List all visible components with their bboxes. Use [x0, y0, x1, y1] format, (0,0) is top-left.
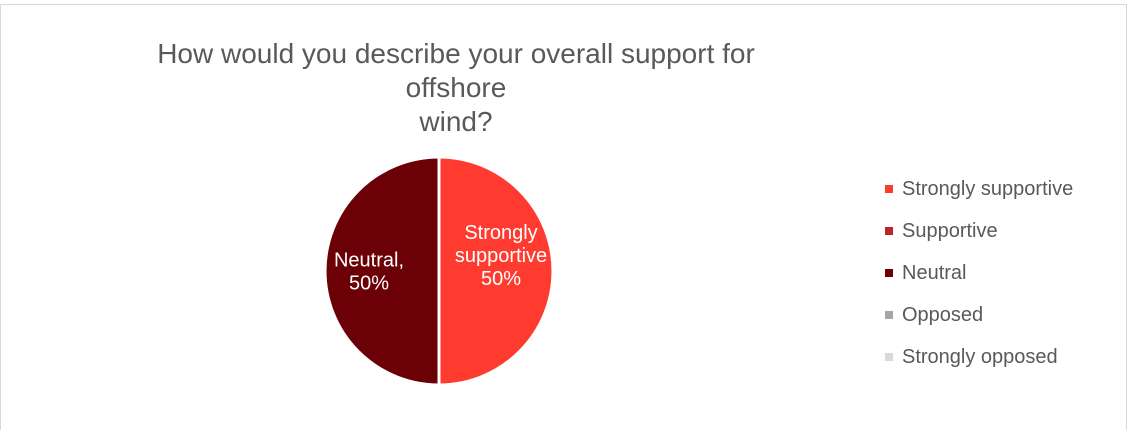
chart-title-line-2: wind?: [419, 106, 493, 137]
legend-label: Neutral: [902, 262, 967, 284]
chart-area: How would you describe your overall supp…: [0, 4, 1127, 430]
legend-label: Strongly opposed: [902, 346, 1058, 368]
data-label-line: Neutral,: [334, 250, 404, 272]
legend-swatch: [885, 227, 893, 235]
legend-swatch: [885, 269, 893, 277]
pie-slices: [323, 155, 555, 387]
data-label-line: supportive: [455, 245, 547, 267]
pie-slice-neutral: [323, 155, 441, 387]
chart-title: How would you describe your overall supp…: [111, 37, 801, 139]
pie-slice-strongly-supportive: [437, 155, 555, 387]
legend-label: Opposed: [902, 304, 984, 326]
legend-label: Strongly supportive: [902, 178, 1074, 200]
legend-label: Supportive: [902, 220, 998, 242]
data-label-neutral: Neutral, 50%: [334, 250, 404, 295]
chart-title-line-1: How would you describe your overall supp…: [157, 38, 755, 103]
pie-chart: Strongly supportive 50%Neutral, 50%: [323, 155, 555, 387]
data-label-line: Strongly: [464, 222, 537, 244]
data-label-line: 50%: [481, 268, 521, 290]
pie-data-labels: Strongly supportive 50%Neutral, 50%: [334, 222, 547, 295]
data-label-line: 50%: [349, 273, 389, 295]
legend-swatch: [885, 353, 893, 361]
data-label-strongly-supportive: Strongly supportive 50%: [455, 222, 547, 290]
legend-swatch: [885, 311, 893, 319]
legend-swatch: [885, 185, 893, 193]
